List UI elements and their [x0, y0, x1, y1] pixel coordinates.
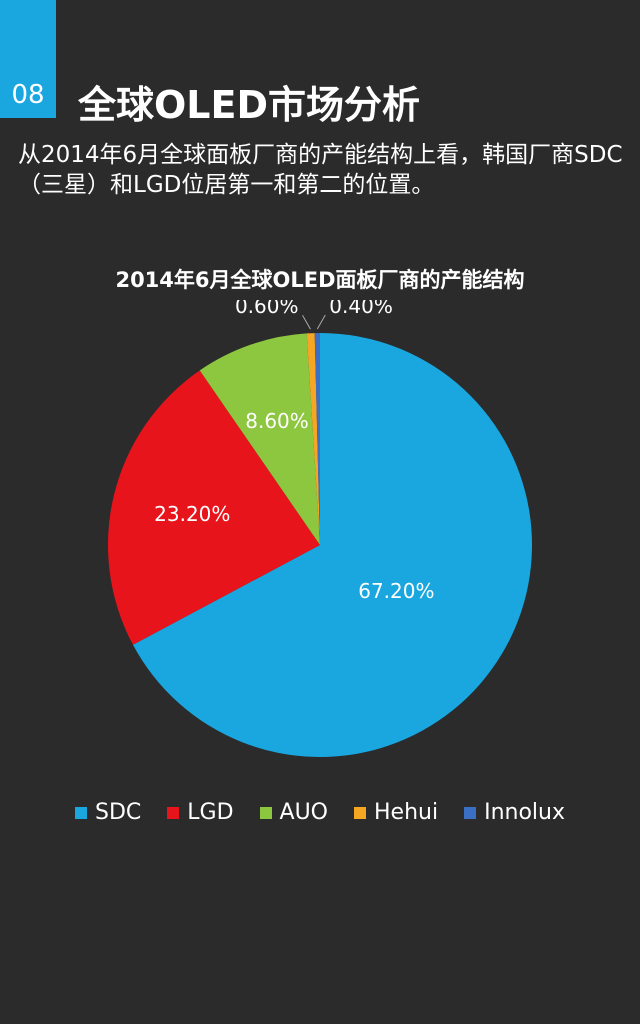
pie-slice-hehui: [306, 333, 320, 545]
legend-label: LGD: [187, 800, 234, 825]
page-description: 从2014年6月全球面板厂商的产能结构上看，韩国厂商SDC（三星）和LGD位居第…: [18, 142, 623, 198]
page-title: 全球OLED市场分析: [78, 83, 421, 127]
chart-legend: SDC LGD AUO Hehui Innolux: [0, 800, 640, 825]
legend-item-sdc: SDC: [75, 800, 141, 825]
legend-item-auo: AUO: [259, 800, 328, 825]
legend-label: Hehui: [374, 800, 439, 825]
section-number-badge: 08: [0, 0, 56, 118]
legend-item-hehui: Hehui: [354, 800, 438, 825]
chart-title: 2014年6月全球OLED面板厂商的产能结构: [115, 268, 525, 292]
legend-item-innolux: Innolux: [464, 800, 565, 825]
legend-swatch: [464, 806, 477, 819]
data-label-lgd: 23.20%: [154, 502, 230, 526]
data-label-innolux: 0.40%: [329, 300, 393, 318]
pie-slice-innolux: [314, 333, 320, 545]
legend-label: AUO: [279, 800, 328, 825]
legend-swatch: [75, 806, 87, 819]
legend-label: Innolux: [484, 800, 565, 825]
legend-item-lgd: LGD: [167, 800, 234, 825]
data-label-auo: 8.60%: [245, 409, 309, 433]
legend-label: SDC: [95, 800, 142, 825]
pie-slice-sdc: [132, 333, 532, 757]
leader-line-hehui: [302, 314, 311, 330]
legend-swatch: [354, 806, 366, 819]
data-label-sdc: 67.20%: [358, 579, 434, 603]
data-label-hehui: 0.60%: [235, 300, 299, 318]
legend-swatch: [259, 806, 272, 819]
pie-slice-lgd: [107, 370, 320, 645]
legend-swatch: [167, 806, 180, 819]
pie-slice-auo: [199, 333, 320, 545]
section-number: 08: [11, 80, 45, 110]
leader-line-innolux: [316, 314, 326, 330]
pie-chart: 67.20% 23.20% 8.60% 0.60% 0.40%: [107, 300, 532, 757]
